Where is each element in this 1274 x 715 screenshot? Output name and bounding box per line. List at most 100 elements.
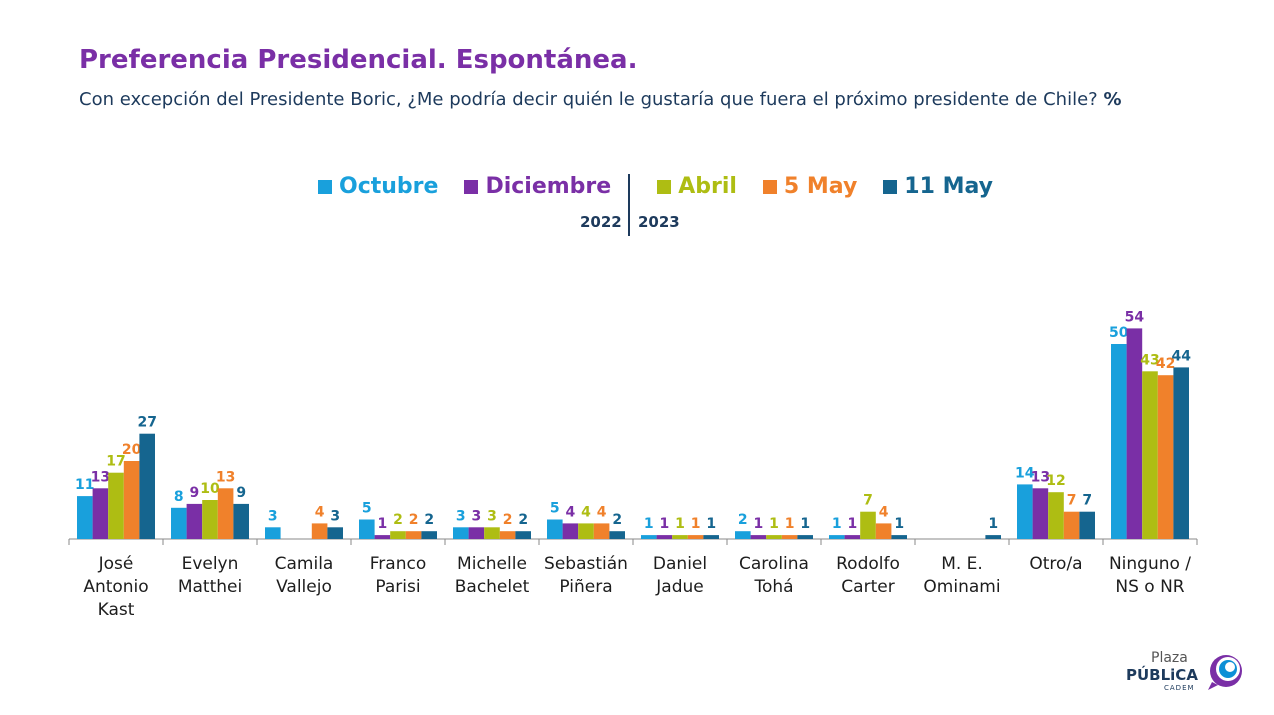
bar-value-label: 4 [597, 504, 607, 520]
bar-value-label: 50 [1109, 325, 1129, 341]
bar-value-label: 2 [503, 512, 513, 528]
category-label: Otro/a [1029, 554, 1082, 574]
legend-item-octubre: Octubre [318, 174, 438, 199]
bar [405, 531, 422, 539]
category-label: Daniel [653, 554, 707, 574]
page-subtitle: Con excepción del Presidente Boric, ¿Me … [79, 89, 1122, 110]
bar [499, 531, 516, 539]
legend-swatch [318, 179, 332, 194]
bar-value-label: 43 [1140, 352, 1159, 368]
bar [766, 535, 782, 539]
logo-cadem-text: CADEM [1164, 684, 1195, 692]
category-label: Tohá [753, 577, 793, 597]
bar-value-label: 17 [106, 454, 125, 470]
bar-value-label: 5 [550, 501, 560, 517]
bar-value-label: 4 [566, 504, 576, 520]
bar [1017, 484, 1033, 539]
bar [672, 535, 688, 539]
bar-value-label: 42 [1156, 356, 1175, 372]
bar [123, 461, 140, 539]
bar [421, 531, 437, 539]
bar [1157, 375, 1174, 539]
bar-value-label: 1 [660, 516, 670, 532]
bar [1063, 511, 1080, 539]
bar-value-label: 1 [644, 516, 654, 532]
plaza-publica-logo: Plaza PÚBLiCA CADEM [1126, 650, 1246, 695]
bar [641, 535, 657, 539]
bar [108, 472, 124, 539]
bar [860, 511, 876, 539]
bar [578, 523, 594, 539]
legend-swatch [464, 179, 479, 194]
bar-value-label: 1 [675, 516, 685, 532]
legend-label: Diciembre [485, 174, 612, 199]
bar-value-label: 10 [200, 481, 220, 497]
bar-value-label: 12 [1046, 473, 1065, 489]
bar-value-label: 1 [800, 516, 810, 532]
category-label: José [98, 554, 134, 574]
bar [1048, 492, 1064, 539]
logo-icon [1208, 655, 1242, 690]
bar-value-label: 20 [122, 442, 142, 458]
bar-value-label: 2 [738, 512, 748, 528]
bar-value-label: 3 [456, 508, 466, 524]
bar [985, 535, 1001, 539]
bar-value-label: 1 [706, 516, 716, 532]
bar [781, 535, 798, 539]
bar-value-label: 5 [362, 501, 372, 517]
bar-value-label: 2 [518, 512, 528, 528]
legend-item-abril: Abril [657, 174, 737, 199]
bar-value-label: 7 [1082, 493, 1092, 509]
bar-value-label: 27 [137, 415, 156, 431]
legend-year-2023: 2023 [638, 213, 680, 231]
bar [562, 523, 579, 539]
bar-value-label: 2 [409, 512, 419, 528]
bar-value-label: 4 [879, 504, 889, 520]
bar [593, 523, 610, 539]
bar-value-label: 3 [472, 508, 482, 524]
bar-value-label: 13 [1031, 469, 1050, 485]
bar [1142, 371, 1158, 539]
category-label: Camila [275, 554, 334, 574]
bar [656, 535, 673, 539]
bar-value-label: 1 [754, 516, 764, 532]
bar [1032, 488, 1049, 539]
legend-item-diciembre: Diciembre [464, 174, 611, 199]
bar-value-label: 44 [1171, 348, 1191, 364]
bar-value-label: 1 [894, 516, 904, 532]
legend-item-5-may: 5 May [762, 174, 857, 199]
bar [139, 433, 155, 539]
legend-item-11-may: 11 May [883, 174, 993, 199]
bar-value-label: 1 [832, 516, 842, 532]
category-label: NS o NR [1115, 577, 1184, 597]
legend-swatch [762, 179, 777, 194]
bar [359, 519, 375, 539]
bar [233, 503, 249, 539]
bar [703, 535, 719, 539]
chart-legend: Octubre Diciembre Abril 5 May 11 May [318, 174, 1019, 238]
bar-value-label: 54 [1125, 309, 1145, 325]
category-label: Ominami [923, 577, 1000, 597]
bar [547, 519, 563, 539]
bar [311, 523, 328, 539]
bar-value-label: 9 [236, 485, 246, 501]
bar [735, 531, 751, 539]
year-separator [628, 174, 630, 236]
bar-value-label: 14 [1015, 465, 1035, 481]
bar-value-label: 13 [216, 469, 235, 485]
bar [202, 500, 218, 539]
category-label: Ninguno / [1109, 554, 1191, 574]
category-label: Carolina [739, 554, 809, 574]
category-label: Piñera [559, 577, 612, 597]
bar [844, 535, 861, 539]
bar-value-label: 1 [378, 516, 388, 532]
category-label: Franco [370, 554, 426, 574]
bar [484, 527, 500, 539]
bar [92, 488, 109, 539]
bar [77, 496, 93, 539]
category-label: Sebastián [544, 554, 628, 574]
bar [390, 531, 406, 539]
bar-value-label: 1 [988, 516, 998, 532]
page-title: Preferencia Presidencial. Espontánea. [79, 45, 638, 75]
